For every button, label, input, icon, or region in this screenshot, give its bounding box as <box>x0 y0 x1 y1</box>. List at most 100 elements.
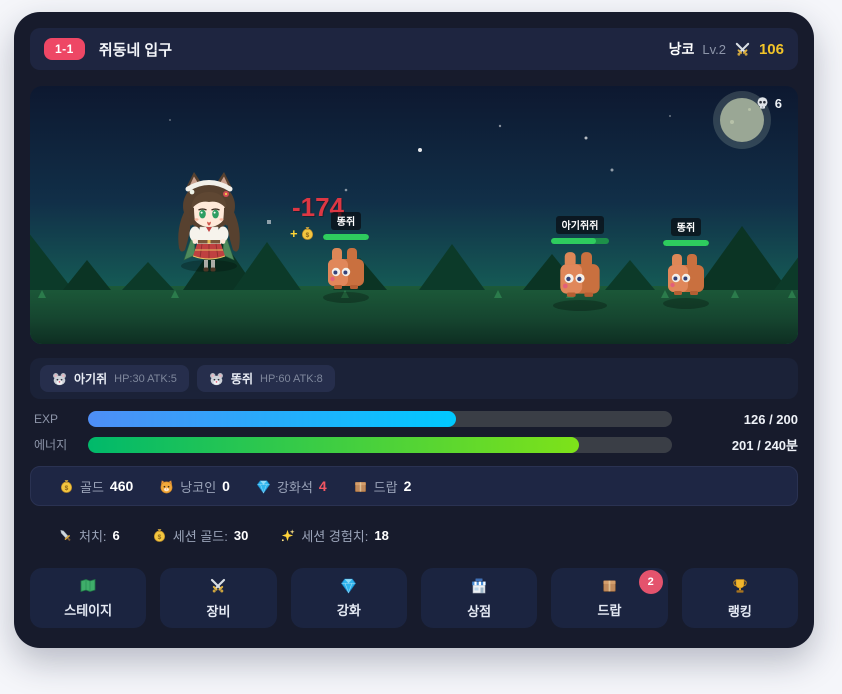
resource-gold: $ 골드 460 <box>59 477 133 496</box>
stage-header: 1-1 쥐동네 입구 낭코 Lv.2 106 <box>30 28 798 70</box>
kill-counter-value: 6 <box>774 96 782 111</box>
enemy-chip-stats: HP:30 ATK:5 <box>114 372 177 385</box>
energy-bar <box>88 436 672 453</box>
trophy-icon <box>733 578 747 593</box>
enemy-dungjwi-1: 똥쥐 <box>311 212 381 303</box>
resource-value: 0 <box>222 478 230 494</box>
svg-text:$: $ <box>65 484 69 491</box>
attack-value: 106 <box>758 40 784 58</box>
resource-value: 2 <box>403 478 412 494</box>
enemy-shadow <box>553 300 607 311</box>
game-card: 1-1 쥐동네 입구 낭코 Lv.2 106 <box>14 12 814 648</box>
kill-counter: 6 <box>755 96 782 111</box>
map-icon <box>80 578 96 593</box>
menu-label: 상점 <box>467 603 492 619</box>
enemy-chip-name: 아기쥐 <box>74 372 108 386</box>
resource-label: 강화석 <box>276 479 313 495</box>
enemy-nameplate: 아기쥐쥐 <box>555 216 605 234</box>
dagger-icon <box>60 529 71 541</box>
drop-button[interactable]: 드랍 2 <box>551 568 668 628</box>
session-stats: 처치: 6 $ 세션 골드: 30 세션 경험치: 18 <box>30 520 798 550</box>
resource-label: 골드 <box>80 479 104 495</box>
mouse-sprite <box>328 248 364 289</box>
resource-enhance-stone: 강화석 4 <box>256 477 327 496</box>
session-kills: 처치: 6 <box>58 526 120 545</box>
session-value: 6 <box>112 527 120 543</box>
stage-badge: 1-1 <box>44 38 85 60</box>
equipment-button[interactable]: 장비 <box>160 568 277 628</box>
progress-section: EXP 126 / 200 에너지 201 / 240분 <box>30 411 798 454</box>
gem-icon <box>256 480 270 494</box>
energy-value: 201 / 240분 <box>731 438 798 453</box>
enemy-hp-bar <box>663 240 709 246</box>
box-icon <box>603 580 616 592</box>
resource-nyangcoin: 낭코인 0 <box>159 477 230 496</box>
hero-sprite <box>178 172 240 272</box>
stage-title: 쥐동네 입구 <box>98 41 173 59</box>
money-bag-icon: $ <box>60 479 73 493</box>
session-label: 세션 경험치: <box>301 528 369 544</box>
svg-text:$: $ <box>305 232 309 239</box>
svg-text:$: $ <box>157 533 161 540</box>
menu-label: 스테이지 <box>64 603 113 618</box>
sparkles-icon <box>282 528 295 541</box>
resource-value: 4 <box>318 478 327 494</box>
session-value: 18 <box>374 527 389 543</box>
mouse-sprite <box>560 252 600 297</box>
gem-icon <box>341 578 357 594</box>
exp-row: EXP 126 / 200 <box>30 411 798 427</box>
energy-row: 에너지 201 / 240분 <box>30 435 798 454</box>
resources-panel: $ 골드 460 낭코인 0 강화석 4 <box>30 466 798 506</box>
energy-label: 에너지 <box>34 438 68 452</box>
enemy-nameplate: 똥쥐 <box>330 212 362 230</box>
menu-label: 드랍 <box>597 603 622 618</box>
shop-button[interactable]: 상점 <box>421 568 538 628</box>
exp-bar <box>88 411 672 427</box>
player-info: 낭코 Lv.2 106 <box>669 39 784 59</box>
enemy-info-chip: 똥쥐 HP:60 ATK:8 <box>196 365 335 392</box>
dust-particle <box>267 220 271 224</box>
stage-button[interactable]: 스테이지 <box>30 568 147 628</box>
resource-drop: 드랍 2 <box>353 477 412 496</box>
exp-label: EXP <box>34 412 59 426</box>
session-gold: $ 세션 골드: 30 <box>152 526 249 545</box>
exp-value: 126 / 200 <box>743 411 798 427</box>
menu-bar: 스테이지 장비 강화 <box>30 568 798 628</box>
menu-label: 장비 <box>206 603 231 619</box>
enemy-dungjwi-2: 똥쥐 <box>651 218 721 309</box>
enemy-shadow <box>323 292 369 303</box>
player-name: 낭코 <box>668 41 695 57</box>
mouse-sprite <box>668 254 704 295</box>
box-icon <box>354 481 366 492</box>
gold-plus: + <box>290 226 298 241</box>
resource-label: 낭코인 <box>180 479 217 495</box>
money-bag-icon: $ <box>153 528 165 542</box>
menu-label: 랭킹 <box>727 603 752 619</box>
menu-label: 강화 <box>336 603 361 618</box>
enemy-info-chip: 아기쥐 HP:30 ATK:5 <box>40 365 189 392</box>
enemy-shadow <box>663 298 709 309</box>
session-value: 30 <box>233 527 249 543</box>
player-level: Lv.2 <box>702 41 726 57</box>
enemy-info-panel: 아기쥐 HP:30 ATK:5 똥쥐 HP:60 ATK:8 <box>30 358 798 399</box>
gold-drop-popup: + $ <box>290 226 315 241</box>
enemy-chip-name: 똥쥐 <box>230 372 253 386</box>
moon <box>713 91 771 149</box>
mouse-face-icon <box>53 372 66 385</box>
enemy-chip-stats: HP:60 ATK:8 <box>260 372 323 385</box>
enemy-hp-bar <box>551 238 609 244</box>
ranking-button[interactable]: 랭킹 <box>681 568 798 628</box>
crossed-swords-icon <box>735 42 750 56</box>
enhance-button[interactable]: 강화 <box>290 568 407 628</box>
enemy-agijwi: 아기쥐쥐 <box>545 216 615 311</box>
scene-ground <box>30 286 798 344</box>
session-label: 세션 골드: <box>172 528 228 544</box>
store-icon <box>472 578 486 593</box>
session-label: 처치: <box>79 528 107 544</box>
mouse-face-icon <box>209 372 223 385</box>
money-bag-icon: $ <box>301 227 313 240</box>
crossed-swords-icon <box>211 578 226 592</box>
resource-value: 460 <box>109 478 134 494</box>
resource-label: 드랍 <box>373 479 398 495</box>
enemy-nameplate: 똥쥐 <box>670 218 702 236</box>
